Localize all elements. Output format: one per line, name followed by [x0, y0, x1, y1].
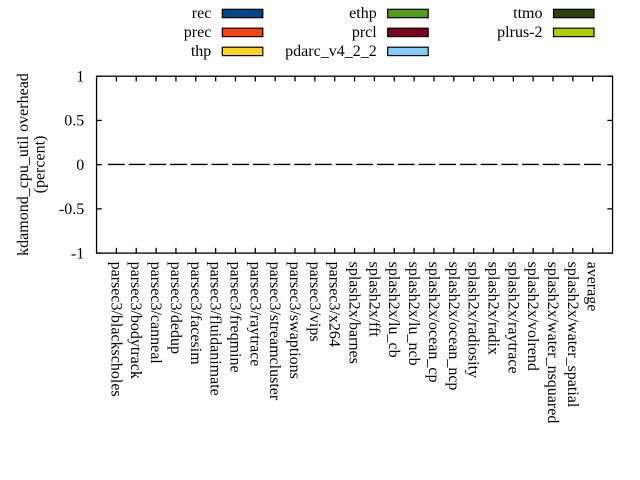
svg-text:prcl: prcl	[352, 24, 377, 41]
svg-text:splash2x/ocean_cp: splash2x/ocean_cp	[425, 262, 442, 383]
svg-text:0.5: 0.5	[64, 113, 84, 130]
svg-text:parsec3/freqmine: parsec3/freqmine	[226, 262, 243, 373]
svg-text:kdamond_cpu_util overhead: kdamond_cpu_util overhead	[15, 73, 32, 256]
svg-text:splash2x/lu_cb: splash2x/lu_cb	[385, 262, 402, 358]
svg-text:0: 0	[76, 157, 84, 174]
svg-text:splash2x/barnes: splash2x/barnes	[346, 262, 363, 364]
svg-text:splash2x/ocean_ncp: splash2x/ocean_ncp	[445, 262, 462, 391]
svg-text:ethp: ethp	[349, 5, 377, 22]
svg-text:splash2x/radiosity: splash2x/radiosity	[465, 262, 482, 378]
svg-text:splash2x/fft: splash2x/fft	[365, 262, 382, 338]
svg-text:ttmo: ttmo	[513, 5, 542, 22]
svg-text:prec: prec	[184, 24, 212, 41]
svg-text:splash2x/volrend: splash2x/volrend	[524, 262, 541, 371]
svg-text:parsec3/streamcluster: parsec3/streamcluster	[266, 262, 283, 401]
svg-text:parsec3/dedup: parsec3/dedup	[167, 262, 184, 354]
svg-text:parsec3/vips: parsec3/vips	[306, 262, 323, 342]
svg-text:-1: -1	[71, 245, 84, 262]
svg-text:parsec3/canneal: parsec3/canneal	[147, 262, 164, 365]
svg-text:pdarc_v4_2_2: pdarc_v4_2_2	[285, 43, 377, 60]
svg-text:splash2x/water_spatial: splash2x/water_spatial	[564, 262, 581, 408]
svg-text:1: 1	[76, 69, 84, 86]
svg-text:parsec3/facesim: parsec3/facesim	[187, 262, 204, 366]
svg-text:-0.5: -0.5	[59, 201, 84, 218]
svg-text:(percent): (percent)	[32, 136, 49, 194]
svg-text:parsec3/x264: parsec3/x264	[326, 262, 343, 347]
svg-text:parsec3/blackscholes: parsec3/blackscholes	[107, 262, 124, 397]
svg-text:splash2x/water_nsquared: splash2x/water_nsquared	[544, 262, 561, 424]
svg-text:parsec3/swaptions: parsec3/swaptions	[286, 262, 303, 379]
svg-text:thp: thp	[191, 43, 211, 60]
svg-text:parsec3/raytrace: parsec3/raytrace	[246, 262, 263, 367]
svg-text:parsec3/fluidanimate: parsec3/fluidanimate	[207, 262, 224, 396]
svg-text:splash2x/lu_ncb: splash2x/lu_ncb	[405, 262, 422, 366]
svg-text:rec: rec	[192, 5, 212, 22]
svg-text:plrus-2: plrus-2	[497, 24, 542, 41]
svg-text:parsec3/bodytrack: parsec3/bodytrack	[127, 262, 144, 379]
svg-text:average: average	[584, 262, 601, 312]
svg-text:splash2x/raytrace: splash2x/raytrace	[504, 262, 521, 374]
svg-text:splash2x/radix: splash2x/radix	[484, 262, 501, 355]
